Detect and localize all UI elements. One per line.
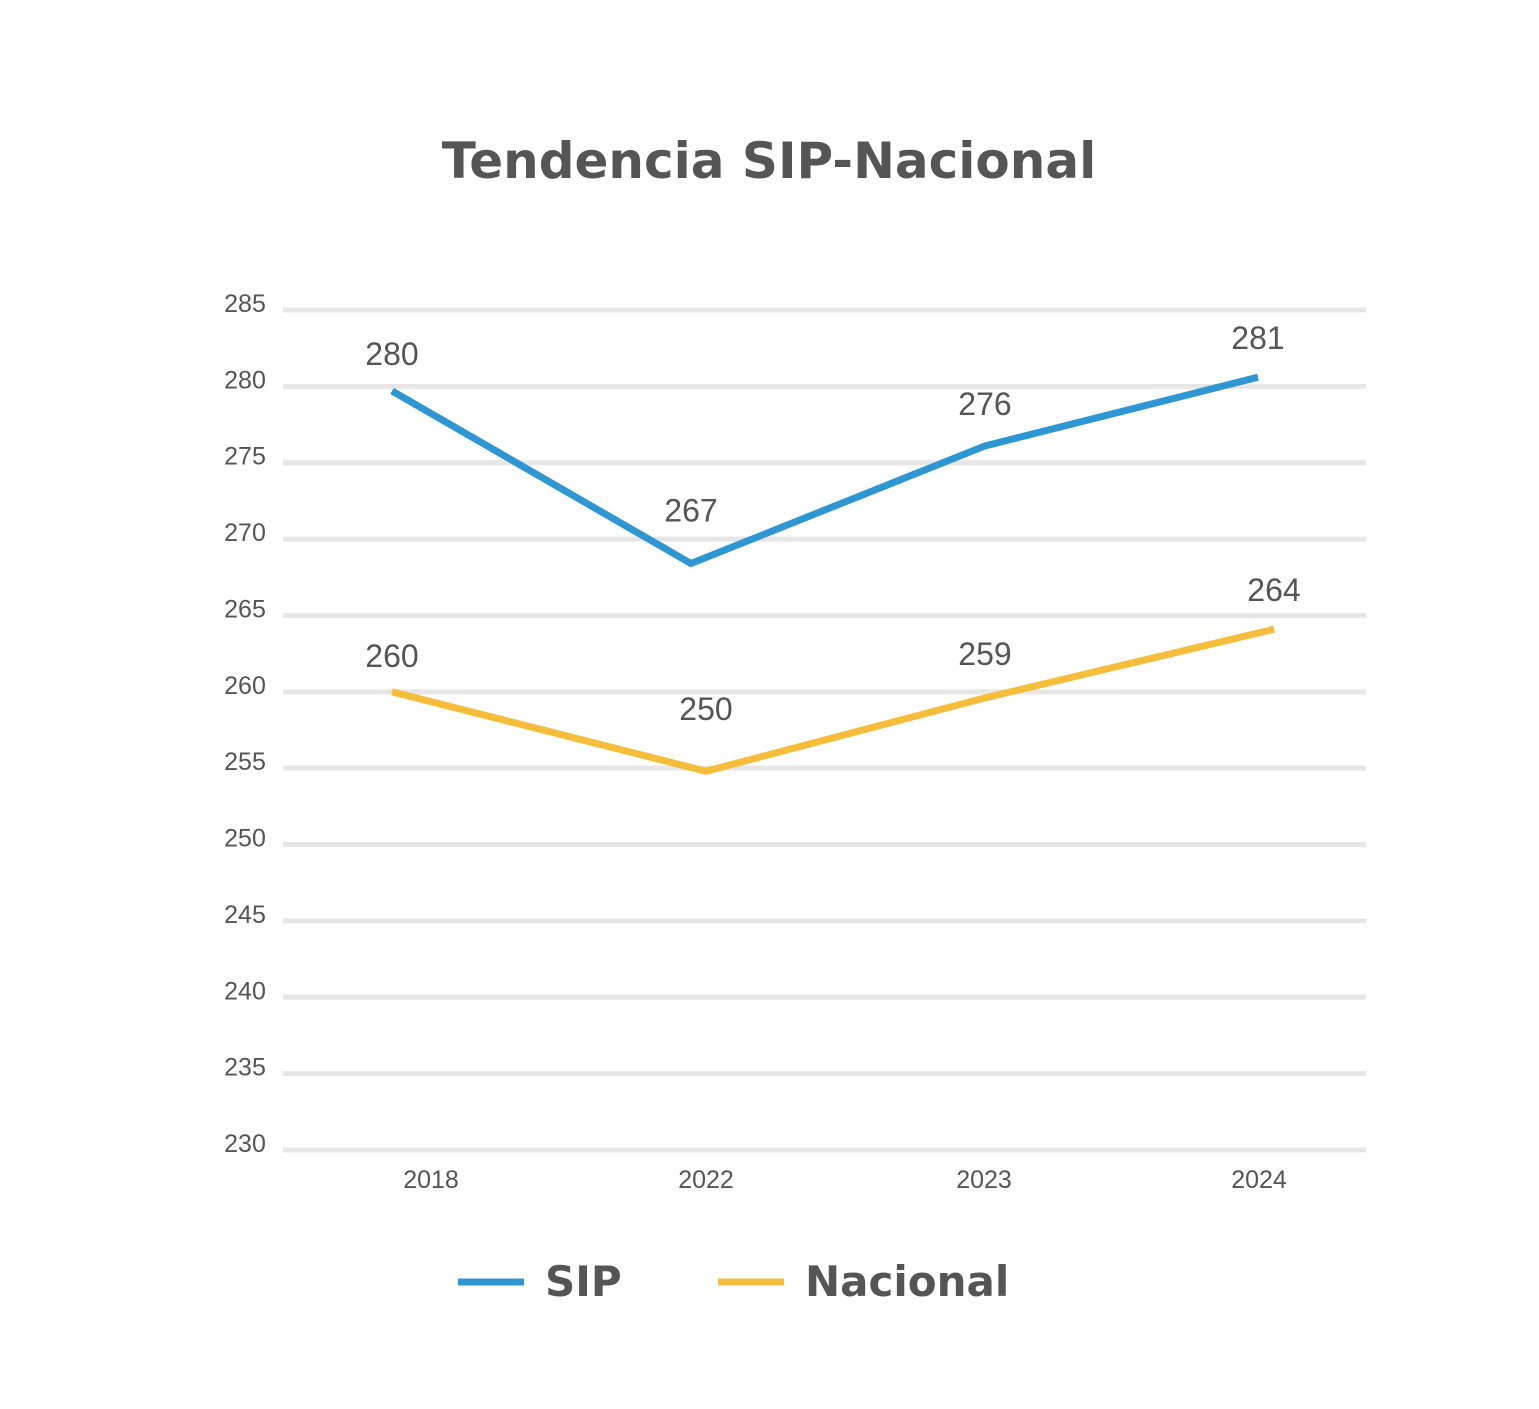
chart-title: Tendencia SIP-Nacional: [442, 132, 1097, 190]
x-tick-label-2022: 2022: [678, 1166, 734, 1194]
data-labels: 280 267 276 281 260 250 259 264: [365, 320, 1300, 727]
y-tick-label-280: 280: [224, 366, 266, 394]
y-axis-ticks: 230 235 240 245 250 255 260 265 270 275 280 285: [224, 290, 266, 1158]
y-tick-label-260: 260: [224, 672, 266, 700]
data-label-nacional-2024: 264: [1247, 572, 1300, 608]
y-tick-label-230: 230: [224, 1130, 266, 1158]
x-tick-label-2024: 2024: [1231, 1166, 1287, 1194]
data-label-sip-2018: 280: [365, 336, 418, 372]
series-line-nacional: [391, 625, 1275, 775]
data-label-nacional-2023: 259: [958, 636, 1011, 672]
y-tick-label-265: 265: [224, 595, 266, 623]
y-tick-label-240: 240: [224, 977, 266, 1005]
y-tick-label-275: 275: [224, 443, 266, 471]
legend-label-nacional: Nacional: [805, 1257, 1009, 1306]
legend-label-sip: SIP: [545, 1257, 622, 1306]
grid: [283, 307, 1366, 1153]
y-tick-label-245: 245: [224, 901, 266, 929]
series-line-sip: [390, 373, 1259, 568]
data-label-sip-2023: 276: [958, 386, 1011, 422]
y-tick-label-285: 285: [224, 290, 266, 318]
data-label-sip-2022: 267: [664, 493, 717, 529]
series: [390, 373, 1275, 775]
data-label-nacional-2018: 260: [365, 638, 418, 674]
x-axis-ticks: 2018 2022 2023 2024: [403, 1166, 1287, 1194]
y-tick-label-250: 250: [224, 825, 266, 853]
y-tick-label-255: 255: [224, 748, 266, 776]
data-label-nacional-2022: 250: [679, 691, 732, 727]
y-tick-label-270: 270: [224, 519, 266, 547]
x-tick-label-2018: 2018: [403, 1166, 459, 1194]
data-label-sip-2024: 281: [1231, 320, 1284, 356]
x-tick-label-2023: 2023: [956, 1166, 1012, 1194]
y-tick-label-235: 235: [224, 1054, 266, 1082]
legend: SIP Nacional: [458, 1257, 1009, 1306]
